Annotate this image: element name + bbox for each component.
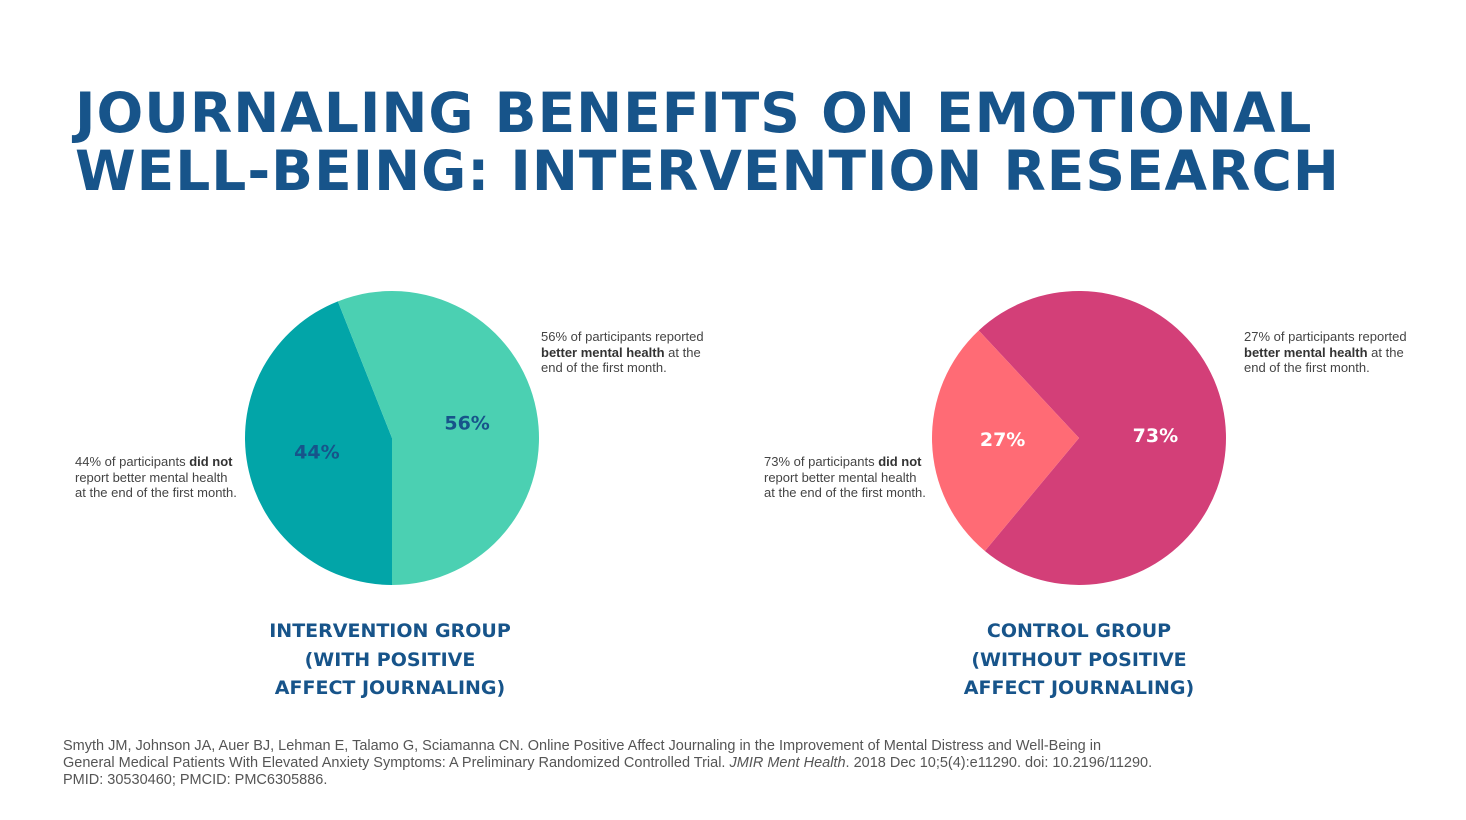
pie-slice-2 xyxy=(337,291,539,585)
intervention-group-label-line-2: (WITH POSITIVE xyxy=(304,648,476,671)
control-positive-note-text-end: at the end of the first month. xyxy=(1244,344,1404,376)
pie-slice-label-2: 56% xyxy=(444,413,489,435)
control-negative-note: 73% of participants did not report bette… xyxy=(764,454,929,501)
intervention-pie-chart: 44% 56% xyxy=(245,291,539,585)
intervention-negative-note: 44% of participants did not report bette… xyxy=(75,454,240,501)
page-title-line-1: JOURNALING BENEFITS ON EMOTIONAL xyxy=(75,81,1313,145)
control-positive-note-emphasis: better mental health xyxy=(1244,344,1368,360)
citation-line-2: General Medical Patients With Elevated A… xyxy=(63,755,1423,772)
intervention-negative-note-text: 44% of participants xyxy=(75,454,190,469)
pie-slice-label-1: 44% xyxy=(294,441,339,463)
pie-slice-1 xyxy=(978,291,1226,585)
control-group-label-line-1: CONTROL GROUP xyxy=(986,620,1172,642)
pie-slice-1 xyxy=(245,301,392,585)
control-group-label: CONTROL GROUP (WITHOUT POSITIVE AFFECT J… xyxy=(919,617,1239,703)
control-negative-note-emphasis: did not xyxy=(878,454,922,469)
citation-details: . 2018 Dec 10;5(4):e11290. doi: 10.2196/… xyxy=(845,755,1153,771)
intervention-negative-note-text-end: report better mental health at the end o… xyxy=(75,469,237,501)
control-negative-note-text: 73% of participants xyxy=(764,454,879,469)
citation: Smyth JM, Johnson JA, Auer BJ, Lehman E,… xyxy=(63,738,1423,789)
intervention-positive-note-text-end: at the end of the first month. xyxy=(541,344,701,376)
citation-journal: JMIR Ment Health xyxy=(729,755,846,771)
page-title: JOURNALING BENEFITS ON EMOTIONAL WELL-BE… xyxy=(75,84,1405,200)
intervention-group-label-line-3: AFFECT JOURNALING) xyxy=(274,677,506,699)
citation-line-3: PMID: 30530460; PMCID: PMC6305886. xyxy=(63,772,328,788)
control-positive-note: 27% of participants reported better ment… xyxy=(1244,329,1419,376)
control-pie-chart: 73% 27% xyxy=(932,291,1226,585)
control-group-label-line-2: (WITHOUT POSITIVE xyxy=(971,648,1187,671)
control-group-label-line-3: AFFECT JOURNALING) xyxy=(963,677,1195,699)
intervention-negative-note-emphasis: did not xyxy=(189,454,233,469)
intervention-group-label: INTERVENTION GROUP (WITH POSITIVE AFFECT… xyxy=(230,617,550,703)
page-title-line-2: WELL-BEING: INTERVENTION RESEARCH xyxy=(75,139,1340,203)
intervention-positive-note: 56% of participants reported better ment… xyxy=(541,329,716,376)
control-negative-note-text-end: report better mental health at the end o… xyxy=(764,469,926,501)
intervention-positive-note-emphasis: better mental health xyxy=(541,344,665,360)
pie-slice-2 xyxy=(932,330,1079,551)
citation-authors-text: General Medical Patients With Elevated A… xyxy=(63,755,730,771)
intervention-group-label-line-1: INTERVENTION GROUP xyxy=(269,620,511,642)
intervention-positive-note-text: 56% of participants reported xyxy=(541,329,704,344)
citation-line-1: Smyth JM, Johnson JA, Auer BJ, Lehman E,… xyxy=(63,738,1102,754)
pie-slice-label-2: 27% xyxy=(980,429,1025,451)
pie-slice-label-1: 73% xyxy=(1133,425,1178,447)
control-positive-note-text: 27% of participants reported xyxy=(1244,329,1407,344)
